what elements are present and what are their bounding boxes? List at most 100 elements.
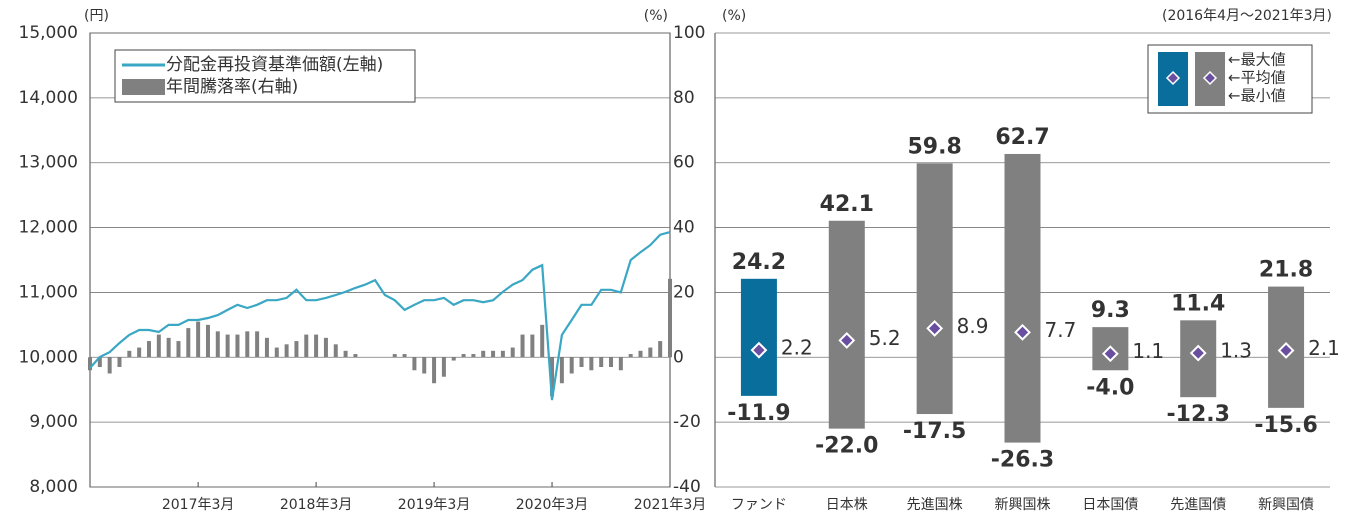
legend-label: ←最大値 xyxy=(1228,51,1286,69)
y-unit-label: (円) xyxy=(84,8,109,24)
bar xyxy=(540,324,545,358)
legend-label: ←平均値 xyxy=(1228,69,1286,87)
max-label: 59.8 xyxy=(908,134,962,159)
avg-label: 7.7 xyxy=(1045,318,1077,342)
bar xyxy=(196,321,201,358)
avg-label: 1.3 xyxy=(1220,339,1252,363)
min-label: -12.3 xyxy=(1167,402,1230,427)
bar xyxy=(471,354,476,358)
bar xyxy=(323,337,328,358)
x-tick-label: 先進国債 xyxy=(1170,497,1226,513)
bar xyxy=(569,357,574,374)
bar xyxy=(441,357,446,377)
y-tick-label: 60 xyxy=(673,153,695,173)
bar xyxy=(500,350,505,358)
bar xyxy=(550,357,555,397)
bar xyxy=(353,354,358,358)
bar xyxy=(510,347,515,358)
legend-label: 年間騰落率(右軸) xyxy=(166,77,298,97)
bar xyxy=(618,357,623,371)
y-tick-label: 20 xyxy=(673,282,695,302)
y-tick-label: 15,000 xyxy=(19,23,78,43)
bar xyxy=(609,357,614,368)
y-tick-label: 0 xyxy=(673,347,684,367)
x-tick-label: 2017年3月 xyxy=(162,497,235,513)
bar xyxy=(559,357,564,384)
avg-label: 5.2 xyxy=(869,326,901,350)
bar xyxy=(530,334,535,358)
max-label: 24.2 xyxy=(732,250,786,275)
x-tick-label: 2018年3月 xyxy=(280,497,353,513)
x-tick-label: 日本国債 xyxy=(1082,497,1138,513)
range-bar xyxy=(1004,153,1041,443)
x-tick-label: 新興国債 xyxy=(1258,497,1314,513)
bar xyxy=(304,334,309,358)
y-tick-label: 10,000 xyxy=(19,347,78,367)
bar xyxy=(668,278,672,358)
max-label: 62.7 xyxy=(995,125,1049,150)
bar xyxy=(176,341,181,358)
x-tick-label: 先進国株 xyxy=(907,497,963,513)
max-label: 9.3 xyxy=(1091,298,1130,323)
bar xyxy=(392,354,397,358)
bar xyxy=(333,344,338,358)
max-label: 21.8 xyxy=(1259,258,1313,283)
bar xyxy=(274,347,279,358)
bar xyxy=(658,341,663,358)
bar xyxy=(412,357,417,371)
x-tick-label: 日本株 xyxy=(826,497,868,513)
bar xyxy=(343,350,348,358)
avg-label: 2.2 xyxy=(781,336,813,360)
min-label: -26.3 xyxy=(991,448,1054,473)
bar xyxy=(225,334,230,358)
bar xyxy=(638,350,643,358)
y-tick-label: 8,000 xyxy=(29,477,78,497)
legend-marker xyxy=(1165,70,1181,86)
y-tick-label: 13,000 xyxy=(19,153,78,173)
y-tick-label: 12,000 xyxy=(19,218,78,238)
x-tick-label: 2021年3月 xyxy=(634,497,707,513)
bar xyxy=(245,331,250,358)
bar xyxy=(166,337,171,358)
range-bar xyxy=(916,163,953,415)
bar xyxy=(264,337,269,358)
y-tick-label: 80 xyxy=(673,88,695,108)
bar xyxy=(215,331,220,358)
y-tick-label: -40 xyxy=(673,477,701,497)
avg-marker xyxy=(1014,323,1031,341)
bar xyxy=(255,331,260,358)
bar xyxy=(146,341,151,358)
avg-marker xyxy=(926,320,944,337)
y2-unit-label: (%) xyxy=(644,8,668,24)
bar xyxy=(422,357,427,374)
bar xyxy=(314,334,319,358)
bar xyxy=(589,357,594,371)
range-bar xyxy=(828,220,865,429)
min-label: -17.5 xyxy=(903,419,966,444)
bar xyxy=(88,357,92,371)
min-label: -4.0 xyxy=(1086,375,1134,400)
avg-label: 2.1 xyxy=(1308,336,1340,360)
bar xyxy=(294,341,299,358)
bar xyxy=(481,350,486,358)
bar xyxy=(186,328,191,358)
range-bar xyxy=(740,278,777,396)
bar xyxy=(205,324,210,358)
avg-label: 1.1 xyxy=(1132,339,1164,363)
y-tick-label: 40 xyxy=(673,218,695,238)
y-tick-label: -20 xyxy=(673,412,701,432)
min-label: -11.9 xyxy=(727,401,790,426)
avg-marker xyxy=(750,341,768,359)
legend-swatch xyxy=(122,79,165,95)
legend-label: 分配金再投資基準価額(左軸) xyxy=(166,55,383,75)
avg-marker xyxy=(1101,345,1119,363)
min-label: -22.0 xyxy=(815,434,878,459)
bar xyxy=(284,344,289,358)
bar xyxy=(107,357,112,374)
avg-marker xyxy=(838,332,856,349)
bar xyxy=(491,350,496,358)
max-label: 42.1 xyxy=(820,192,874,217)
x-tick-label: 2020年3月 xyxy=(516,497,589,513)
bar xyxy=(156,334,161,358)
